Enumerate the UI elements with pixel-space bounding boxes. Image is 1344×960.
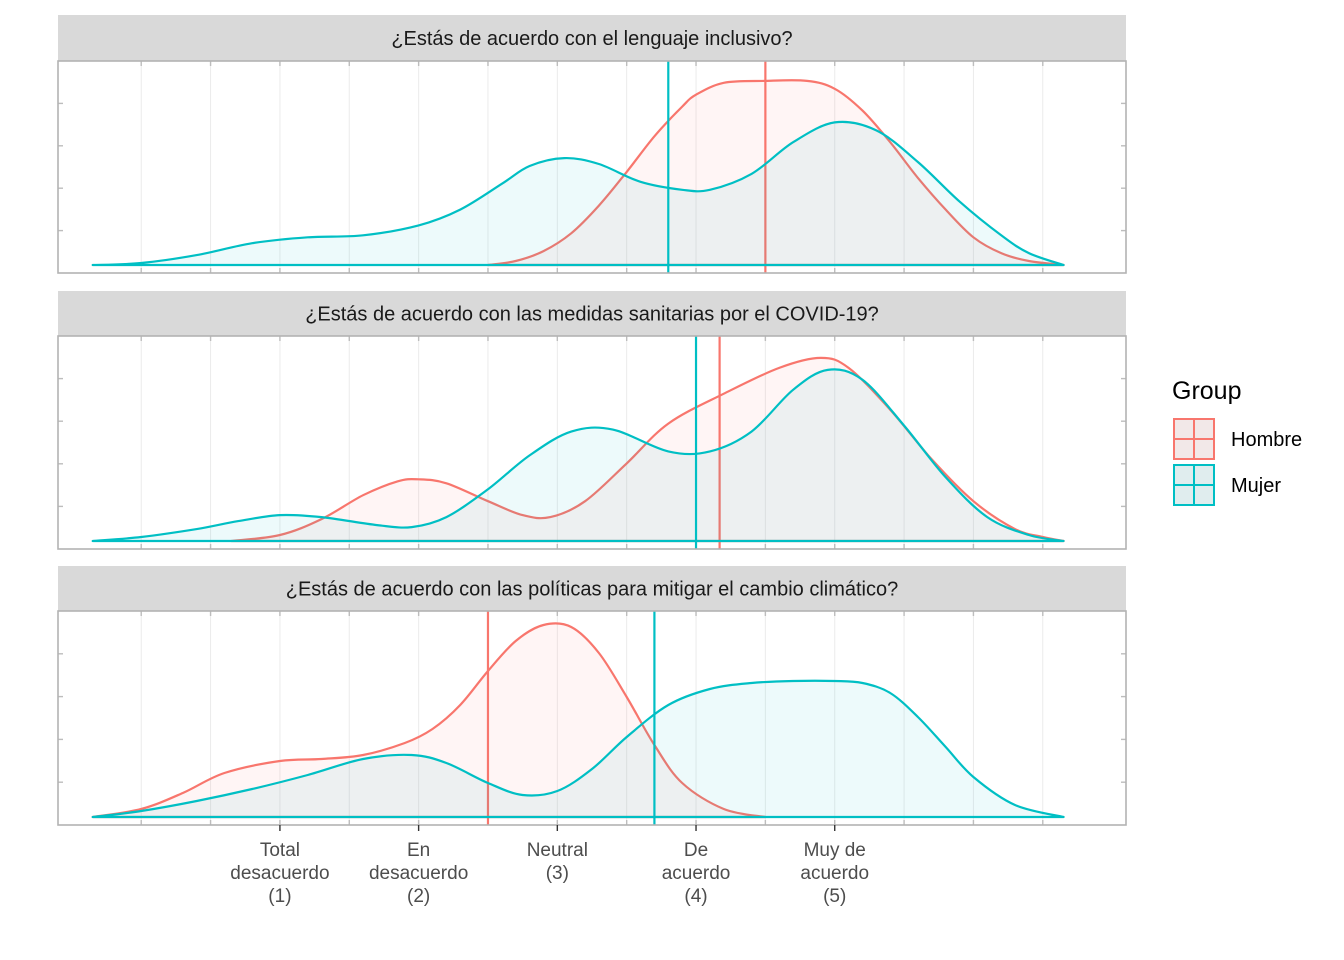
panel-border (57, 335, 1127, 550)
legend: Group Hombre Mujer (1172, 377, 1302, 506)
x-tick-label: Neutral (3) (527, 840, 588, 884)
x-tick-label-line: Neutral (527, 840, 588, 861)
x-tick-label-line: Total (260, 840, 300, 861)
x-tick-label-line: acuerdo (800, 863, 869, 884)
density-line-hombre (230, 356, 1065, 543)
legend-label: Mujer (1231, 475, 1281, 497)
x-tick-label: De acuerdo (4) (662, 840, 731, 907)
density-area-hombre (92, 623, 766, 817)
facet-title: ¿Estás de acuerdo con las medidas sanita… (305, 304, 879, 326)
series-mujer (91, 61, 1065, 273)
panel-background (58, 336, 1126, 549)
facet-panel-2: ¿Estás de acuerdo con las medidas sanita… (57, 291, 1127, 550)
density-area-mujer (92, 121, 1064, 265)
x-tick-label-line: (1) (268, 886, 291, 907)
x-tick-label: Muy de acuerdo (5) (800, 840, 869, 907)
density-area-mujer (92, 680, 1064, 817)
panel-background (58, 61, 1126, 273)
panel-border (57, 610, 1127, 826)
panels-layer: ¿Estás de acuerdo con el lenguaje inclus… (57, 15, 1127, 826)
facet-panel-1: ¿Estás de acuerdo con el lenguaje inclus… (57, 15, 1127, 274)
density-area-hombre (488, 80, 1064, 265)
density-line-mujer (91, 679, 1065, 819)
x-tick-label-line: acuerdo (662, 863, 731, 884)
series-hombre (230, 336, 1065, 549)
legend-key-mujer (1173, 464, 1215, 506)
x-tick-label-line: (4) (684, 886, 707, 907)
x-tick-label: Total desacuerdo (1) (230, 840, 329, 907)
facet-strip (58, 566, 1126, 611)
series-mujer (91, 611, 1065, 825)
legend-title: Group (1172, 377, 1241, 405)
x-tick-label-line: (3) (546, 863, 569, 884)
x-tick-label-line: desacuerdo (230, 863, 329, 884)
panel-border (57, 60, 1127, 274)
legend-key-hombre (1173, 418, 1215, 460)
x-tick-label-line: (2) (407, 886, 430, 907)
facet-strip (58, 15, 1126, 61)
x-axis: Total desacuerdo (1)En desacuerdo (2)Neutral… (230, 825, 869, 907)
panel-background (58, 611, 1126, 825)
x-tick-label: En desacuerdo (2) (369, 840, 468, 907)
series-hombre (486, 61, 1065, 273)
density-line-mujer (91, 120, 1065, 267)
facet-title: ¿Estás de acuerdo con las políticas para… (286, 579, 899, 601)
series-mujer (91, 336, 1065, 549)
x-tick-label-line: Muy de (804, 840, 866, 861)
x-tick-label-line: De (684, 840, 708, 861)
legend-label: Hombre (1231, 429, 1302, 451)
density-line-mujer (91, 368, 1065, 543)
facet-strip (58, 291, 1126, 336)
x-tick-label-line: En (407, 840, 430, 861)
density-area-mujer (92, 369, 1064, 541)
x-tick-label-line: desacuerdo (369, 863, 468, 884)
x-tick-label-line: (5) (823, 886, 846, 907)
facet-panel-3: ¿Estás de acuerdo con las políticas para… (57, 566, 1127, 826)
facet-title: ¿Estás de acuerdo con el lenguaje inclus… (391, 28, 792, 50)
density-area-hombre (231, 357, 1064, 541)
